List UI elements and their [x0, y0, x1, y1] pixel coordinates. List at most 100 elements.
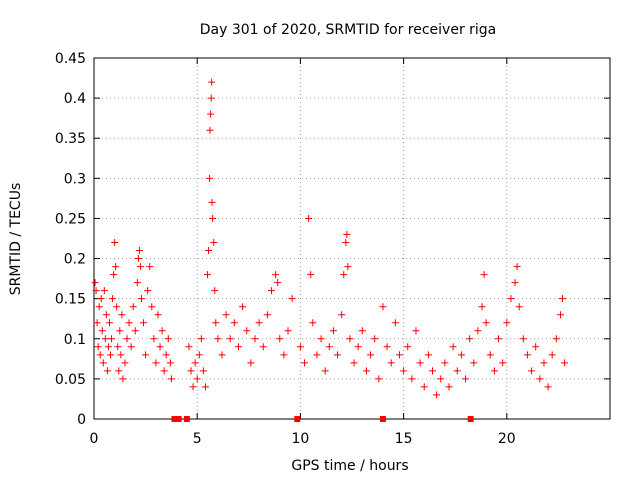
data-point — [307, 271, 315, 279]
data-point — [507, 295, 515, 303]
x-tick-label: 0 — [90, 431, 99, 447]
data-point — [93, 319, 101, 327]
data-point — [92, 287, 100, 295]
data-point — [135, 247, 143, 255]
data-point — [160, 367, 168, 375]
data-point — [340, 271, 348, 279]
data-point — [457, 351, 465, 359]
data-point — [329, 327, 337, 335]
data-point — [462, 375, 470, 383]
data-point — [437, 375, 445, 383]
data-point — [453, 367, 461, 375]
y-tick-label: 0.15 — [55, 292, 86, 308]
data-point — [185, 343, 193, 351]
data-point — [218, 351, 226, 359]
data-point — [148, 303, 156, 311]
data-point — [115, 367, 123, 375]
data-point — [383, 343, 391, 351]
data-point — [391, 319, 399, 327]
data-point — [212, 319, 220, 327]
data-point — [532, 343, 540, 351]
data-point-zero — [379, 416, 386, 422]
data-point — [420, 383, 428, 391]
data-point — [400, 367, 408, 375]
plot-frame — [93, 57, 611, 420]
data-point — [474, 327, 482, 335]
data-point — [470, 359, 478, 367]
data-point — [334, 351, 342, 359]
data-point — [358, 327, 366, 335]
data-point — [123, 335, 131, 343]
data-point — [379, 303, 387, 311]
data-point — [97, 295, 105, 303]
data-point — [367, 351, 375, 359]
data-point — [280, 351, 288, 359]
data-point — [511, 279, 519, 287]
y-tick-label: 0.25 — [55, 211, 86, 227]
data-point — [268, 287, 276, 295]
data-point — [354, 343, 362, 351]
data-point — [540, 359, 548, 367]
data-point — [408, 375, 416, 383]
data-point — [342, 239, 350, 247]
data-point — [134, 255, 142, 263]
y-tick-label: 0 — [77, 412, 86, 428]
data-point — [325, 343, 333, 351]
data-point — [100, 287, 108, 295]
data-point — [91, 279, 99, 287]
data-point — [309, 319, 317, 327]
y-tick-label: 0.45 — [55, 51, 86, 67]
data-point — [296, 343, 304, 351]
data-point-zero — [183, 416, 190, 422]
x-tick-label: 5 — [193, 431, 202, 447]
data-point — [375, 375, 383, 383]
data-point — [206, 126, 214, 134]
data-point — [226, 335, 234, 343]
data-point — [105, 319, 113, 327]
data-point — [195, 351, 203, 359]
data-point-zero — [175, 416, 182, 422]
data-point — [433, 391, 441, 399]
data-point — [156, 343, 164, 351]
data-point — [387, 359, 395, 367]
y-axis-ticks: 0 0.05 0.1 0.15 0.2 0.25 0.3 0.35 0.4 0.45 — [55, 51, 610, 428]
x-tick-label: 15 — [395, 431, 413, 447]
data-point — [346, 335, 354, 343]
x-tick-label: 10 — [291, 431, 309, 447]
data-point — [146, 263, 154, 271]
data-point — [112, 263, 120, 271]
y-tick-label: 0.05 — [55, 372, 86, 388]
data-point — [127, 343, 135, 351]
data-point — [480, 271, 488, 279]
data-point — [102, 311, 110, 319]
data-point — [164, 335, 172, 343]
data-point — [338, 311, 346, 319]
y-axis-label: SRMTID / TECUs — [8, 183, 24, 296]
data-point — [230, 319, 238, 327]
data-point — [288, 295, 296, 303]
data-point — [544, 383, 552, 391]
data-point — [110, 271, 118, 279]
data-point — [274, 279, 282, 287]
data-point — [119, 375, 127, 383]
data-point — [199, 367, 207, 375]
data-point — [210, 239, 218, 247]
data-point — [519, 335, 527, 343]
x-tick-label: 20 — [498, 431, 516, 447]
data-point — [528, 367, 536, 375]
data-point — [548, 351, 556, 359]
data-point — [113, 303, 121, 311]
data-point — [513, 263, 521, 271]
data-point — [412, 327, 420, 335]
data-point — [142, 351, 150, 359]
data-point — [313, 351, 321, 359]
data-point — [197, 335, 205, 343]
data-point — [559, 295, 567, 303]
data-point — [133, 279, 141, 287]
data-point — [206, 174, 214, 182]
y-tick-label: 0.1 — [64, 332, 86, 348]
data-point — [166, 359, 174, 367]
data-point — [259, 343, 267, 351]
data-point — [536, 375, 544, 383]
data-point — [129, 303, 137, 311]
